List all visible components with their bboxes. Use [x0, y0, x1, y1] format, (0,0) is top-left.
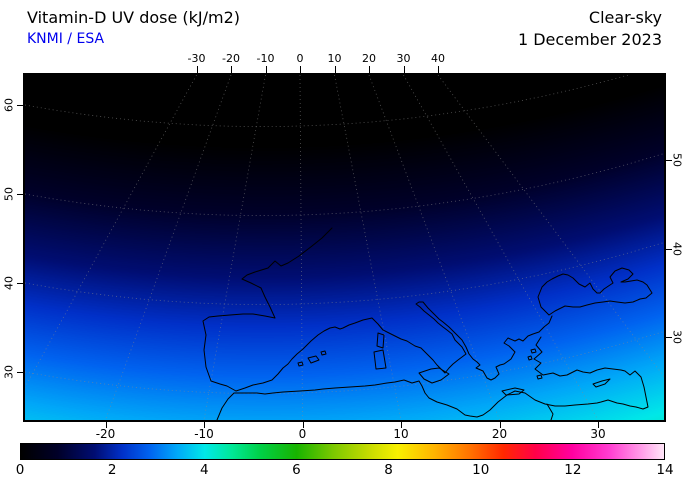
lon-tick-bottom [499, 422, 501, 428]
lon-tick-top [403, 66, 405, 73]
graticule-meridian-0 [299, 75, 303, 420]
lat-tick-label-right: 50 [670, 153, 684, 167]
lon-tick-label-top: -30 [187, 52, 206, 65]
source-credit: KNMI / ESA [27, 31, 105, 47]
lon-tick-label-top: 10 [327, 52, 342, 65]
island-sicily [418, 367, 450, 384]
lat-tick-left [17, 105, 23, 106]
lon-tick-label-bottom: -20 [95, 427, 116, 441]
island-lesbos [530, 348, 537, 354]
island-menorca [320, 350, 327, 356]
lon-tick-label-bottom: 10 [393, 427, 409, 441]
graticule-meridian--10 [203, 75, 266, 420]
lon-tick-label-bottom: 0 [298, 427, 307, 441]
lon-tick-bottom [204, 422, 205, 428]
island-rhodes [536, 374, 543, 380]
coastline-turkey-levant-north-africa [216, 336, 649, 420]
lon-tick-top [438, 66, 439, 73]
lon-tick-label-top: -20 [222, 52, 240, 65]
lon-tick-top [369, 66, 370, 73]
sky-condition-label: Clear-sky [588, 8, 662, 27]
island-crete [501, 387, 525, 396]
lon-tick-top [300, 66, 301, 73]
lat-tick-left [17, 372, 23, 373]
lat-tick-right [666, 337, 672, 338]
lon-tick-label-bottom: 20 [491, 427, 508, 441]
graticule-parallel-40 [25, 242, 664, 306]
island-chios [527, 355, 533, 361]
island-sardinia [373, 349, 387, 370]
graticule-parallel-60 [25, 75, 630, 128]
lon-tick-label-top: 30 [396, 52, 411, 65]
lat-tick-label-left: 60 [2, 98, 16, 112]
river-nile [546, 403, 554, 420]
date-label: 1 December 2023 [517, 30, 662, 49]
colorbar-tick-label: 14 [656, 462, 674, 478]
lon-tick-bottom [401, 422, 402, 428]
lon-tick-label-top: -10 [256, 52, 275, 65]
coastline-mediterranean-europe [235, 301, 553, 392]
island-ibiza [297, 361, 304, 367]
colorbar [20, 443, 665, 460]
graticule-meridian--30 [25, 75, 197, 389]
colorbar-tick-label: 8 [384, 462, 393, 478]
lat-tick-left [17, 283, 23, 284]
lon-tick-bottom [302, 422, 304, 428]
graticule-parallel-50 [25, 153, 664, 217]
lon-tick-label-bottom: 30 [590, 427, 606, 441]
lat-tick-label-left: 30 [2, 365, 16, 379]
colorbar-tick-label: 10 [472, 462, 490, 478]
chart-title: Vitamin-D UV dose (kJ/m2) [27, 8, 241, 27]
lon-tick-top [334, 66, 336, 73]
lon-tick-bottom [105, 422, 107, 428]
graticule-meridian-20 [368, 75, 500, 420]
lat-tick-right [666, 160, 672, 161]
graticule-parallel-30 [25, 331, 664, 395]
lon-tick-top [196, 66, 198, 73]
graticule-meridian-40 [437, 75, 664, 378]
uv-dose-field [25, 75, 664, 420]
island-cyprus [592, 378, 611, 388]
lon-tick-label-top: 20 [362, 52, 376, 65]
lon-tick-top [231, 66, 232, 73]
lat-tick-label-left: 50 [2, 187, 16, 201]
graticule-meridian-10 [334, 75, 402, 420]
lat-tick-label-right: 30 [670, 330, 684, 344]
lat-tick-right [666, 248, 672, 250]
map-overlay [25, 75, 664, 420]
colorbar-tick-label: 12 [564, 462, 582, 478]
lon-tick-label-top: 0 [296, 52, 304, 65]
lat-tick-label-left: 40 [2, 276, 16, 290]
colorbar-tick-label: 6 [292, 462, 301, 478]
coastline-iberia-france-atlantic [202, 227, 333, 392]
lat-tick-label-right: 40 [670, 241, 684, 256]
lon-tick-label-top: 40 [431, 52, 445, 65]
graticule [25, 75, 664, 420]
graticule-meridian-30 [403, 75, 599, 420]
lon-tick-label-bottom: -10 [194, 427, 214, 441]
coastline-black-sea [537, 267, 653, 316]
colorbar-tick-label: 0 [15, 462, 25, 478]
colorbar-tick-label: 2 [107, 462, 117, 478]
island-mallorca [307, 355, 320, 364]
lat-tick-left [17, 194, 23, 195]
coastlines [202, 227, 653, 420]
island-corsica [376, 332, 385, 349]
lon-tick-bottom [598, 422, 599, 428]
colorbar-tick-label: 4 [199, 462, 209, 478]
graticule-meridian--20 [105, 75, 232, 420]
lon-tick-top [265, 66, 267, 73]
map-frame [23, 73, 666, 422]
